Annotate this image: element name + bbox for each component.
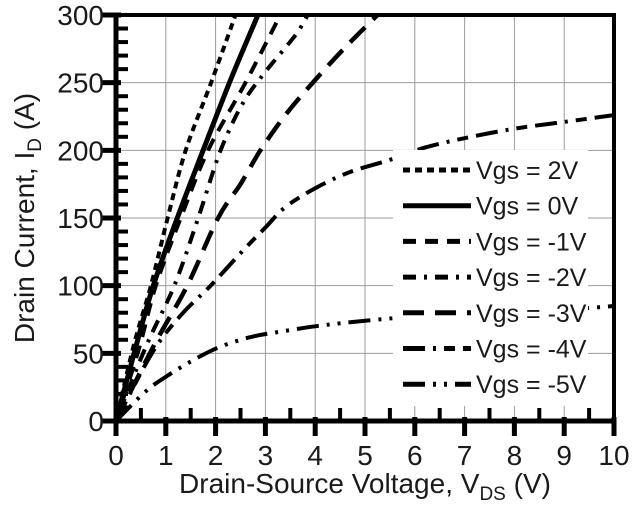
legend-label: Vgs = -3V xyxy=(476,300,587,328)
x-tick-label: 8 xyxy=(507,440,523,471)
x-axis-title: Drain-Source Voltage, VDS (V) xyxy=(179,468,551,505)
curve-vgs-1v xyxy=(116,15,283,421)
legend-label: Vgs = 2V xyxy=(476,157,578,185)
x-tick-labels: 0 1 2 3 4 5 6 7 8 9 10 xyxy=(108,440,629,471)
x-tick-label: 9 xyxy=(556,440,572,471)
x-tick-label: 6 xyxy=(407,440,423,471)
y-axis-title: Drain Current, ID (A) xyxy=(9,93,46,343)
x-tick-label: 0 xyxy=(108,440,124,471)
legend-item-vgs-0v: Vgs = 0V xyxy=(403,193,578,221)
legend-label: Vgs = -1V xyxy=(476,228,587,256)
y-tick-label: 250 xyxy=(57,68,104,99)
legend-item-vgs-1v: Vgs = -1V xyxy=(403,228,587,256)
x-tick-label: 4 xyxy=(307,440,323,471)
legend-label: Vgs = -4V xyxy=(476,336,587,364)
legend-label: Vgs = -2V xyxy=(476,264,587,292)
curve-vgs-4v xyxy=(116,113,614,421)
y-tick-label: 300 xyxy=(57,0,104,31)
x-tick-label: 1 xyxy=(158,440,174,471)
y-tick-label: 150 xyxy=(57,203,104,234)
legend-label: Vgs = 0V xyxy=(476,193,578,221)
legend-item-vgs-4v: Vgs = -4V xyxy=(403,336,587,364)
legend: Vgs = 2V Vgs = 0V Vgs = -1V Vgs = -2V Vgs = … xyxy=(393,150,588,406)
legend-item-vgs-3v: Vgs = -3V xyxy=(403,300,587,328)
curve-vgs-3v xyxy=(116,15,380,421)
y-tick-labels: 0 50 100 150 200 250 300 xyxy=(57,0,104,437)
x-tick-label: 7 xyxy=(457,440,473,471)
y-tick-label: 0 xyxy=(88,406,104,437)
y-tick-label: 100 xyxy=(57,271,104,302)
y-tick-label: 200 xyxy=(57,135,104,166)
legend-item-vgs-2v: Vgs = 2V xyxy=(403,157,578,185)
x-tick-label: 5 xyxy=(357,440,373,471)
ticks xyxy=(101,12,617,436)
x-tick-label: 3 xyxy=(258,440,274,471)
legend-label: Vgs = -5V xyxy=(476,371,587,399)
y-tick-label: 50 xyxy=(73,338,104,369)
legend-item-vgs-2v: Vgs = -2V xyxy=(403,264,587,292)
legend-item-vgs-5v: Vgs = -5V xyxy=(403,371,587,399)
x-tick-label: 2 xyxy=(208,440,224,471)
curve-vgs-0v xyxy=(116,15,261,421)
x-tick-label: 10 xyxy=(598,440,629,471)
